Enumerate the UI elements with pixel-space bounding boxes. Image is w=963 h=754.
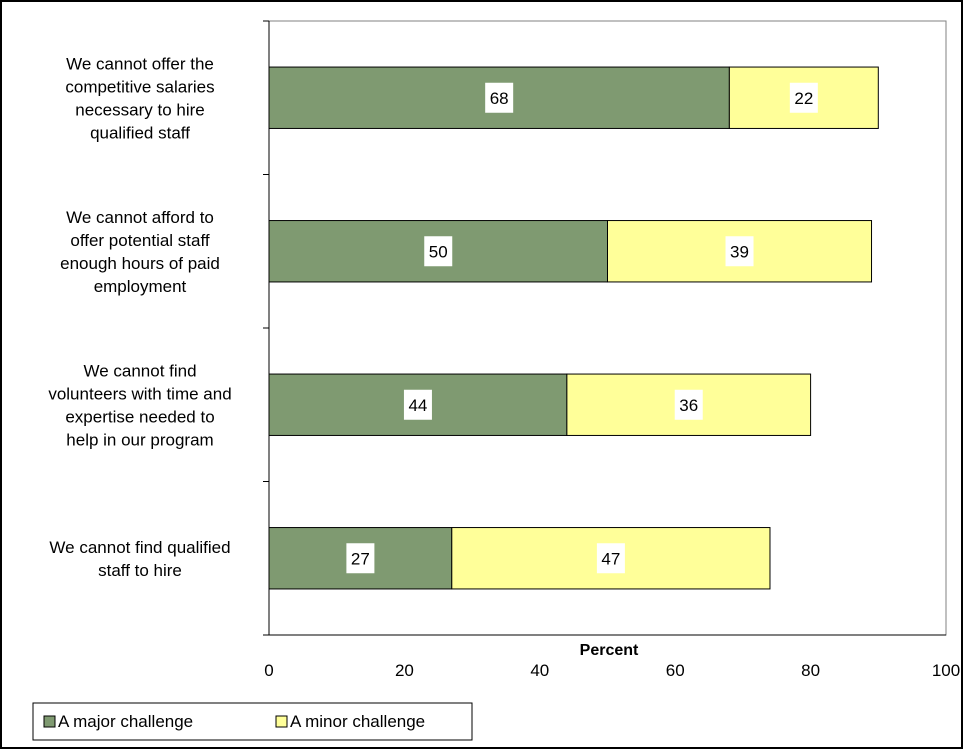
legend-items: A major challenge A minor challenge <box>43 712 425 731</box>
x-tick-label-80: 80 <box>801 661 820 680</box>
legend-label-minor: A minor challenge <box>290 712 425 731</box>
x-tick-label-20: 20 <box>395 661 414 680</box>
legend: A major challenge A minor challenge <box>32 702 473 741</box>
category-label-2: We cannot afford to offer potential staff… <box>60 208 220 296</box>
axes-group <box>263 20 946 636</box>
data-label-major-1: 68 <box>490 89 509 108</box>
x-tick-label-40: 40 <box>530 661 549 680</box>
legend-box <box>32 702 473 741</box>
x-tick-label-60: 60 <box>666 661 685 680</box>
data-label-bg-minor-1 <box>789 82 818 113</box>
category-label-4: We cannot find qualified staff to hire <box>49 538 230 580</box>
category-label-3: We cannot find volunteers with time and ex… <box>48 361 231 449</box>
tick-labels-group: 0 20 40 60 80 100 <box>264 661 960 680</box>
x-tick-label-100: 100 <box>932 661 960 680</box>
legend-swatch-major <box>43 715 56 728</box>
data-label-minor-2: 39 <box>730 242 749 261</box>
data-label-minor-3: 36 <box>679 396 698 415</box>
x-axis-title: Percent <box>580 642 639 659</box>
data-label-major-4: 27 <box>351 549 370 568</box>
data-label-bg-minor-4 <box>596 543 625 574</box>
x-tick-label-0: 0 <box>264 661 273 680</box>
legend-swatch-minor <box>275 715 288 728</box>
data-label-major-3: 44 <box>408 396 427 415</box>
data-label-minor-1: 22 <box>794 89 813 108</box>
data-label-bg-major-2 <box>424 236 453 267</box>
data-label-bg-major-3 <box>403 389 432 420</box>
data-label-bg-major-4 <box>346 543 375 574</box>
category-label-1: We cannot offer the competitive salaries n… <box>65 54 214 142</box>
legend-label-major: A major challenge <box>58 712 193 731</box>
data-label-bg-major-1 <box>485 82 514 113</box>
data-label-minor-4: 47 <box>601 549 620 568</box>
bars-group: 68 22 50 39 44 36 27 47 <box>268 66 879 590</box>
category-labels-group: We cannot offer the competitive salaries n… <box>48 54 231 580</box>
data-label-bg-minor-2 <box>725 236 754 267</box>
data-label-bg-minor-3 <box>674 389 703 420</box>
data-label-major-2: 50 <box>429 242 448 261</box>
